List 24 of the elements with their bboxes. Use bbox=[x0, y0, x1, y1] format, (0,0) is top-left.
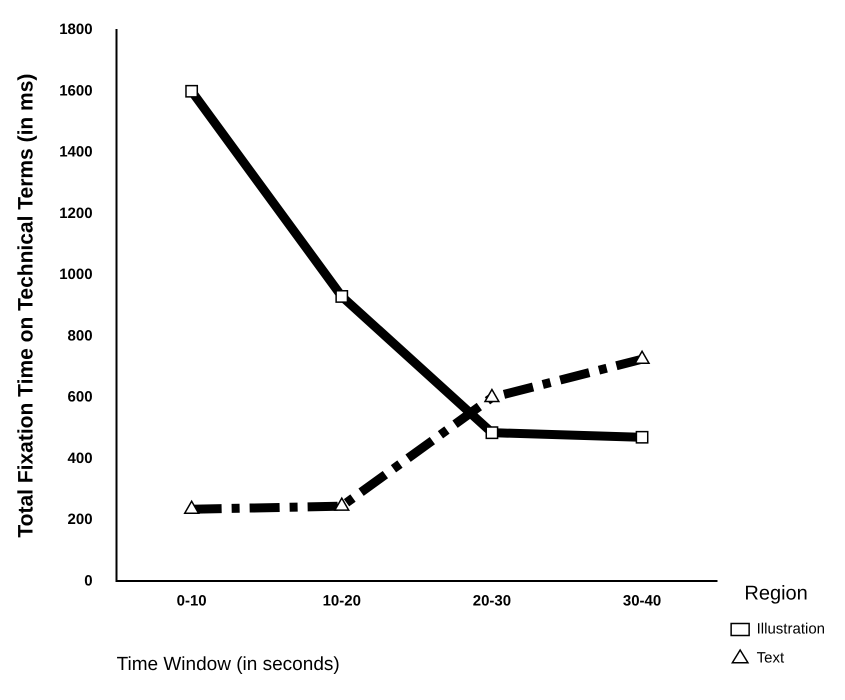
point bbox=[484, 388, 500, 402]
y-tick-label: 400 bbox=[68, 450, 93, 467]
x-tick-label: 10-20 bbox=[322, 592, 361, 610]
y-axis-title: Total Fixation Time on Technical Terms (in ms) bbox=[14, 74, 38, 538]
legend-label: Illustration bbox=[756, 620, 826, 638]
y-tick-label: 1800 bbox=[59, 21, 93, 38]
y-tick-label: 1600 bbox=[59, 82, 93, 100]
y-tick-label: 200 bbox=[68, 511, 93, 528]
y-tick-label: 600 bbox=[68, 388, 93, 406]
point bbox=[334, 497, 350, 511]
y-tick-label: 800 bbox=[68, 327, 93, 344]
x-tick-label: 0-10 bbox=[176, 592, 207, 610]
y-tick-label: 0 bbox=[84, 572, 93, 590]
y-tick-label: 1200 bbox=[59, 204, 93, 222]
x-axis-title: Time Window (in seconds) bbox=[116, 654, 340, 675]
x-tick-label: 30-40 bbox=[622, 592, 662, 610]
x-tick-label: 20-30 bbox=[472, 592, 512, 610]
point bbox=[184, 500, 200, 514]
point bbox=[185, 84, 198, 98]
legend-label: Text bbox=[756, 650, 785, 667]
point bbox=[335, 290, 348, 303]
legend-title: Region bbox=[744, 582, 808, 605]
y-tick-label: 1000 bbox=[59, 266, 93, 284]
y-tick-label: 1400 bbox=[59, 144, 93, 161]
